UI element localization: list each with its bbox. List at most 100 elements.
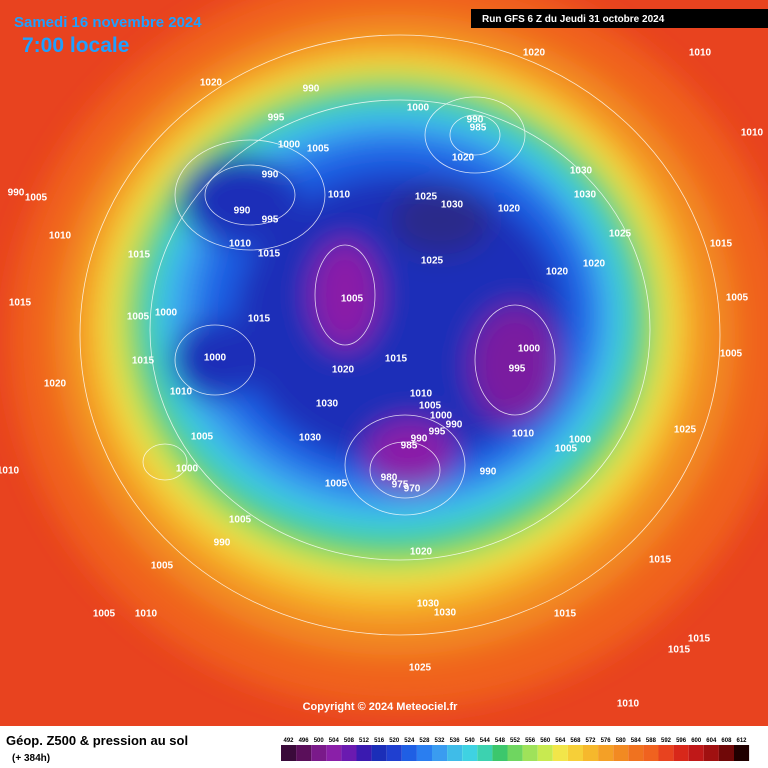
isobar-label: 990 <box>8 188 25 199</box>
colorbar-label: 536 <box>450 738 461 744</box>
isobar-label: 1000 <box>155 308 178 319</box>
colorbar-cell <box>492 745 508 761</box>
geopotential-field <box>10 0 768 710</box>
isobar-label: 1010 <box>0 466 20 477</box>
isobar-label: 1015 <box>258 249 281 260</box>
isobar-label: 1010 <box>328 190 351 201</box>
isobar-label: 990 <box>480 467 497 478</box>
isobar-label: 1030 <box>434 608 457 619</box>
isobar-label: 1005 <box>555 444 578 455</box>
isobar-label: 980 <box>381 473 398 484</box>
isobar-label: 1030 <box>574 190 597 201</box>
isobar-label: 1010 <box>135 609 158 620</box>
isobar-label: 1000 <box>430 411 453 422</box>
colorbar: 492 496 500 504 508 512 516 520 524 528 532 536 540 5… <box>281 738 750 761</box>
isobar-label: 995 <box>509 364 526 375</box>
colorbar-cell <box>688 745 704 761</box>
colorbar-label: 548 <box>495 738 506 744</box>
colorbar-cell <box>567 745 583 761</box>
colorbar-label: 572 <box>585 738 596 744</box>
colorbar-cell <box>673 745 689 761</box>
colorbar-cell <box>628 745 644 761</box>
isobar-label: 1015 <box>649 555 672 566</box>
colorbar-label: 568 <box>570 738 581 744</box>
isobar-label: 990 <box>446 420 463 431</box>
isobar-label: 995 <box>262 215 279 226</box>
colorbar-label: 544 <box>480 738 491 744</box>
colorbar-label: 596 <box>676 738 687 744</box>
isobar-label: 1005 <box>307 144 330 155</box>
isobar-label: 1005 <box>151 561 174 572</box>
isobar-label: 1000 <box>569 435 592 446</box>
isobar-label: 1015 <box>554 609 577 620</box>
isobar-label: 985 <box>470 123 487 134</box>
colorbar-cell <box>477 745 493 761</box>
isobar-label: 1030 <box>417 599 440 610</box>
isobar-label: 1005 <box>325 479 348 490</box>
run-label: Run GFS 6 Z du Jeudi 31 octobre 2024 <box>482 14 665 25</box>
isobar-label: 1020 <box>546 267 569 278</box>
isobar-label: 990 <box>262 170 279 181</box>
colorbar-cell <box>432 745 448 761</box>
colorbar-label: 608 <box>721 738 732 744</box>
colorbar-label: 524 <box>404 738 415 744</box>
colorbar-label: 516 <box>374 738 385 744</box>
isobar-label: 1005 <box>25 193 48 204</box>
isobar-label: 990 <box>234 206 251 217</box>
colorbar-cell <box>598 745 614 761</box>
legend-lead: (+ 384h) <box>12 753 50 764</box>
isobar-label: 1005 <box>93 609 116 620</box>
colorbar-cell <box>507 745 523 761</box>
time-label: 7:00 locale <box>22 34 129 57</box>
copyright: Copyright © 2024 Meteociel.fr <box>303 701 459 713</box>
isobar-label: 990 <box>303 84 320 95</box>
isobar-label: 970 <box>404 484 421 495</box>
isobar-label: 1015 <box>248 314 271 325</box>
isobar-label: 1030 <box>441 200 464 211</box>
colorbar-label: 560 <box>540 738 551 744</box>
isobar-label: 1015 <box>128 250 151 261</box>
colorbar-cell <box>718 745 734 761</box>
isobar-label: 1015 <box>688 634 711 645</box>
colorbar-label: 504 <box>329 738 340 744</box>
isobar-label: 1015 <box>668 645 691 656</box>
isobar-label: 1005 <box>720 349 743 360</box>
colorbar-cell <box>311 745 327 761</box>
isobar-label: 995 <box>268 113 285 124</box>
colorbar-label: 564 <box>555 738 566 744</box>
isobar-label: 1020 <box>523 48 546 59</box>
isobar-label: 1010 <box>689 48 712 59</box>
isobar-label: 1010 <box>741 128 764 139</box>
colorbar-label: 584 <box>631 738 642 744</box>
isobar-label: 1030 <box>570 166 593 177</box>
isobar-label: 975 <box>392 480 409 491</box>
colorbar-cell <box>371 745 387 761</box>
isobar-label: 1025 <box>674 425 697 436</box>
colorbar-label: 508 <box>344 738 355 744</box>
run-box <box>471 9 768 28</box>
isobar-label: 1025 <box>609 229 632 240</box>
isobar-label: 1005 <box>229 515 252 526</box>
colorbar-cell <box>734 745 750 761</box>
isobar-label: 1010 <box>617 699 640 710</box>
isobar-label: 1025 <box>415 192 438 203</box>
legend-title: Géop. Z500 & pression au sol <box>6 733 188 748</box>
isobar-label: 990 <box>411 434 428 445</box>
colorbar-label: 500 <box>314 738 325 744</box>
isobar-label: 1030 <box>299 433 322 444</box>
isobar-label: 1025 <box>421 256 444 267</box>
colorbar-label: 532 <box>434 738 445 744</box>
colorbar-label: 520 <box>389 738 400 744</box>
isobar-label: 1010 <box>229 239 252 250</box>
colorbar-label: 552 <box>510 738 521 744</box>
colorbar-cell <box>281 745 297 761</box>
isobar-label: 1020 <box>583 259 606 270</box>
colorbar-label: 612 <box>736 738 747 744</box>
colorbar-cell <box>326 745 342 761</box>
isobar-label: 1015 <box>132 356 155 367</box>
colorbar-cell <box>386 745 402 761</box>
colorbar-label: 496 <box>299 738 310 744</box>
isobar-label: 1005 <box>341 294 364 305</box>
colorbar-label: 512 <box>359 738 370 744</box>
